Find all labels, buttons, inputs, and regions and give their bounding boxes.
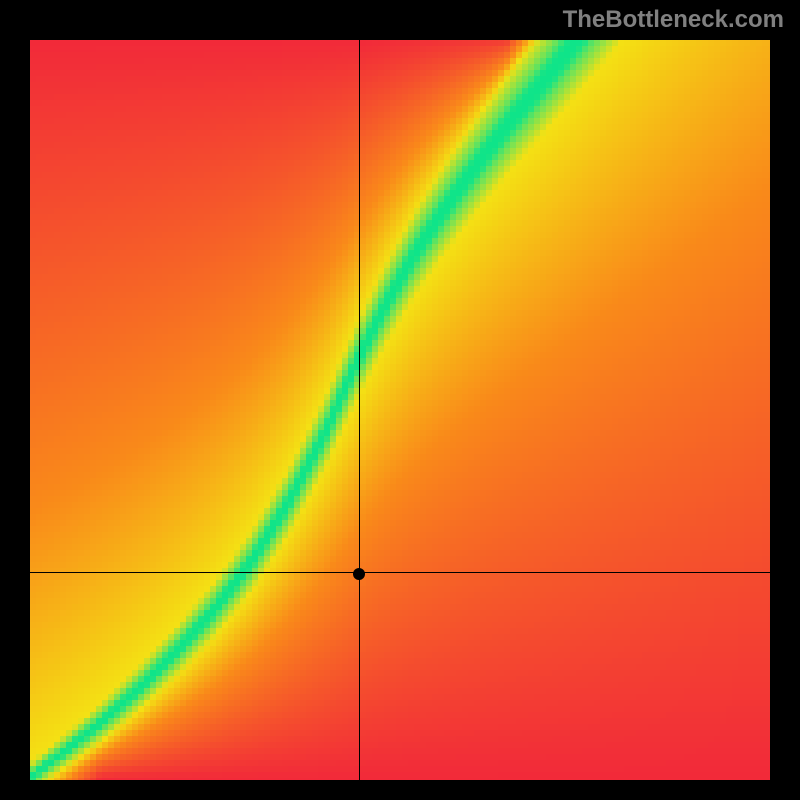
watermark-text: TheBottleneck.com [563, 6, 784, 34]
crosshair-horizontal [30, 572, 770, 573]
bottleneck-heatmap [0, 0, 800, 800]
crosshair-vertical [359, 40, 360, 780]
selected-point-marker [353, 568, 365, 580]
chart-container: TheBottleneck.com [0, 0, 800, 800]
